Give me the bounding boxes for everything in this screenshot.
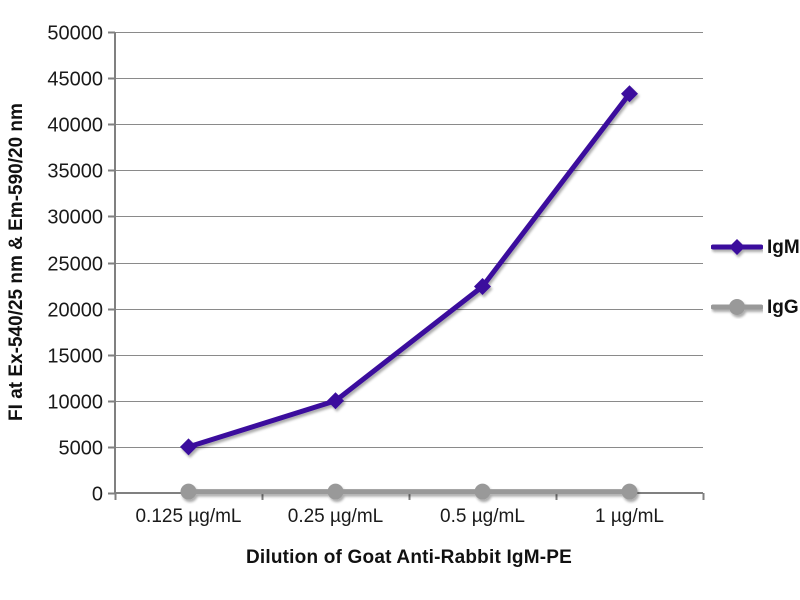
igm-marker-2 bbox=[474, 277, 491, 295]
tick-labels: 0 5000 10000 15000 20000 25000 30000 35000 40000… bbox=[47, 23, 664, 528]
legend: IgM IgG bbox=[711, 228, 800, 348]
axes bbox=[108, 31, 705, 500]
y-axis-title: FI at Ex-540/25 nm & Em-590/20 nm bbox=[6, 103, 27, 421]
igg-marker-2 bbox=[474, 483, 491, 500]
legend-diamond bbox=[729, 239, 745, 255]
gridlines bbox=[115, 32, 703, 448]
legend-label: IgM bbox=[767, 237, 800, 258]
x-tick-label: 1 µg/mL bbox=[595, 506, 664, 527]
data-series bbox=[180, 85, 638, 500]
y-tick-label: 35000 bbox=[47, 161, 103, 183]
legend-marker-diamond-icon bbox=[711, 239, 763, 255]
legend-entry-igm: IgM bbox=[711, 228, 800, 268]
y-tick-label: 10000 bbox=[47, 392, 103, 414]
series-igm bbox=[180, 85, 638, 456]
igm-line bbox=[186, 91, 632, 450]
y-tick-label: 45000 bbox=[47, 69, 103, 91]
igm-marker-3 bbox=[621, 85, 638, 103]
y-tick-label: 20000 bbox=[47, 300, 103, 322]
legend-sample bbox=[711, 299, 763, 315]
legend-label: IgG bbox=[767, 297, 799, 318]
legend-marker-circle-icon bbox=[711, 299, 763, 315]
legend-sample bbox=[711, 239, 763, 255]
y-tick-label: 25000 bbox=[47, 254, 103, 276]
x-tick-label: 0.125 µg/mL bbox=[135, 506, 241, 527]
y-tick-label: 50000 bbox=[47, 23, 103, 45]
legend-circle bbox=[729, 299, 745, 315]
y-tick-label: 5000 bbox=[59, 438, 104, 460]
igm-marker-1 bbox=[327, 392, 344, 410]
y-tick-label: 30000 bbox=[47, 207, 103, 229]
igg-marker-1 bbox=[327, 483, 344, 500]
igg-marker-0 bbox=[180, 483, 197, 500]
series-igg bbox=[180, 483, 638, 500]
x-tick-label: 0.5 µg/mL bbox=[440, 506, 525, 527]
legend-entry-igg: IgG bbox=[711, 288, 800, 328]
igm-marker-0 bbox=[180, 438, 197, 456]
x-tick-label: 0.25 µg/mL bbox=[288, 506, 383, 527]
y-tick-label: 0 bbox=[92, 484, 103, 506]
x-axis-title: Dilution of Goat Anti-Rabbit IgM-PE bbox=[245, 547, 573, 568]
igg-marker-3 bbox=[621, 483, 638, 500]
y-tick-label: 40000 bbox=[47, 115, 103, 137]
y-tick-label: 15000 bbox=[47, 346, 103, 368]
